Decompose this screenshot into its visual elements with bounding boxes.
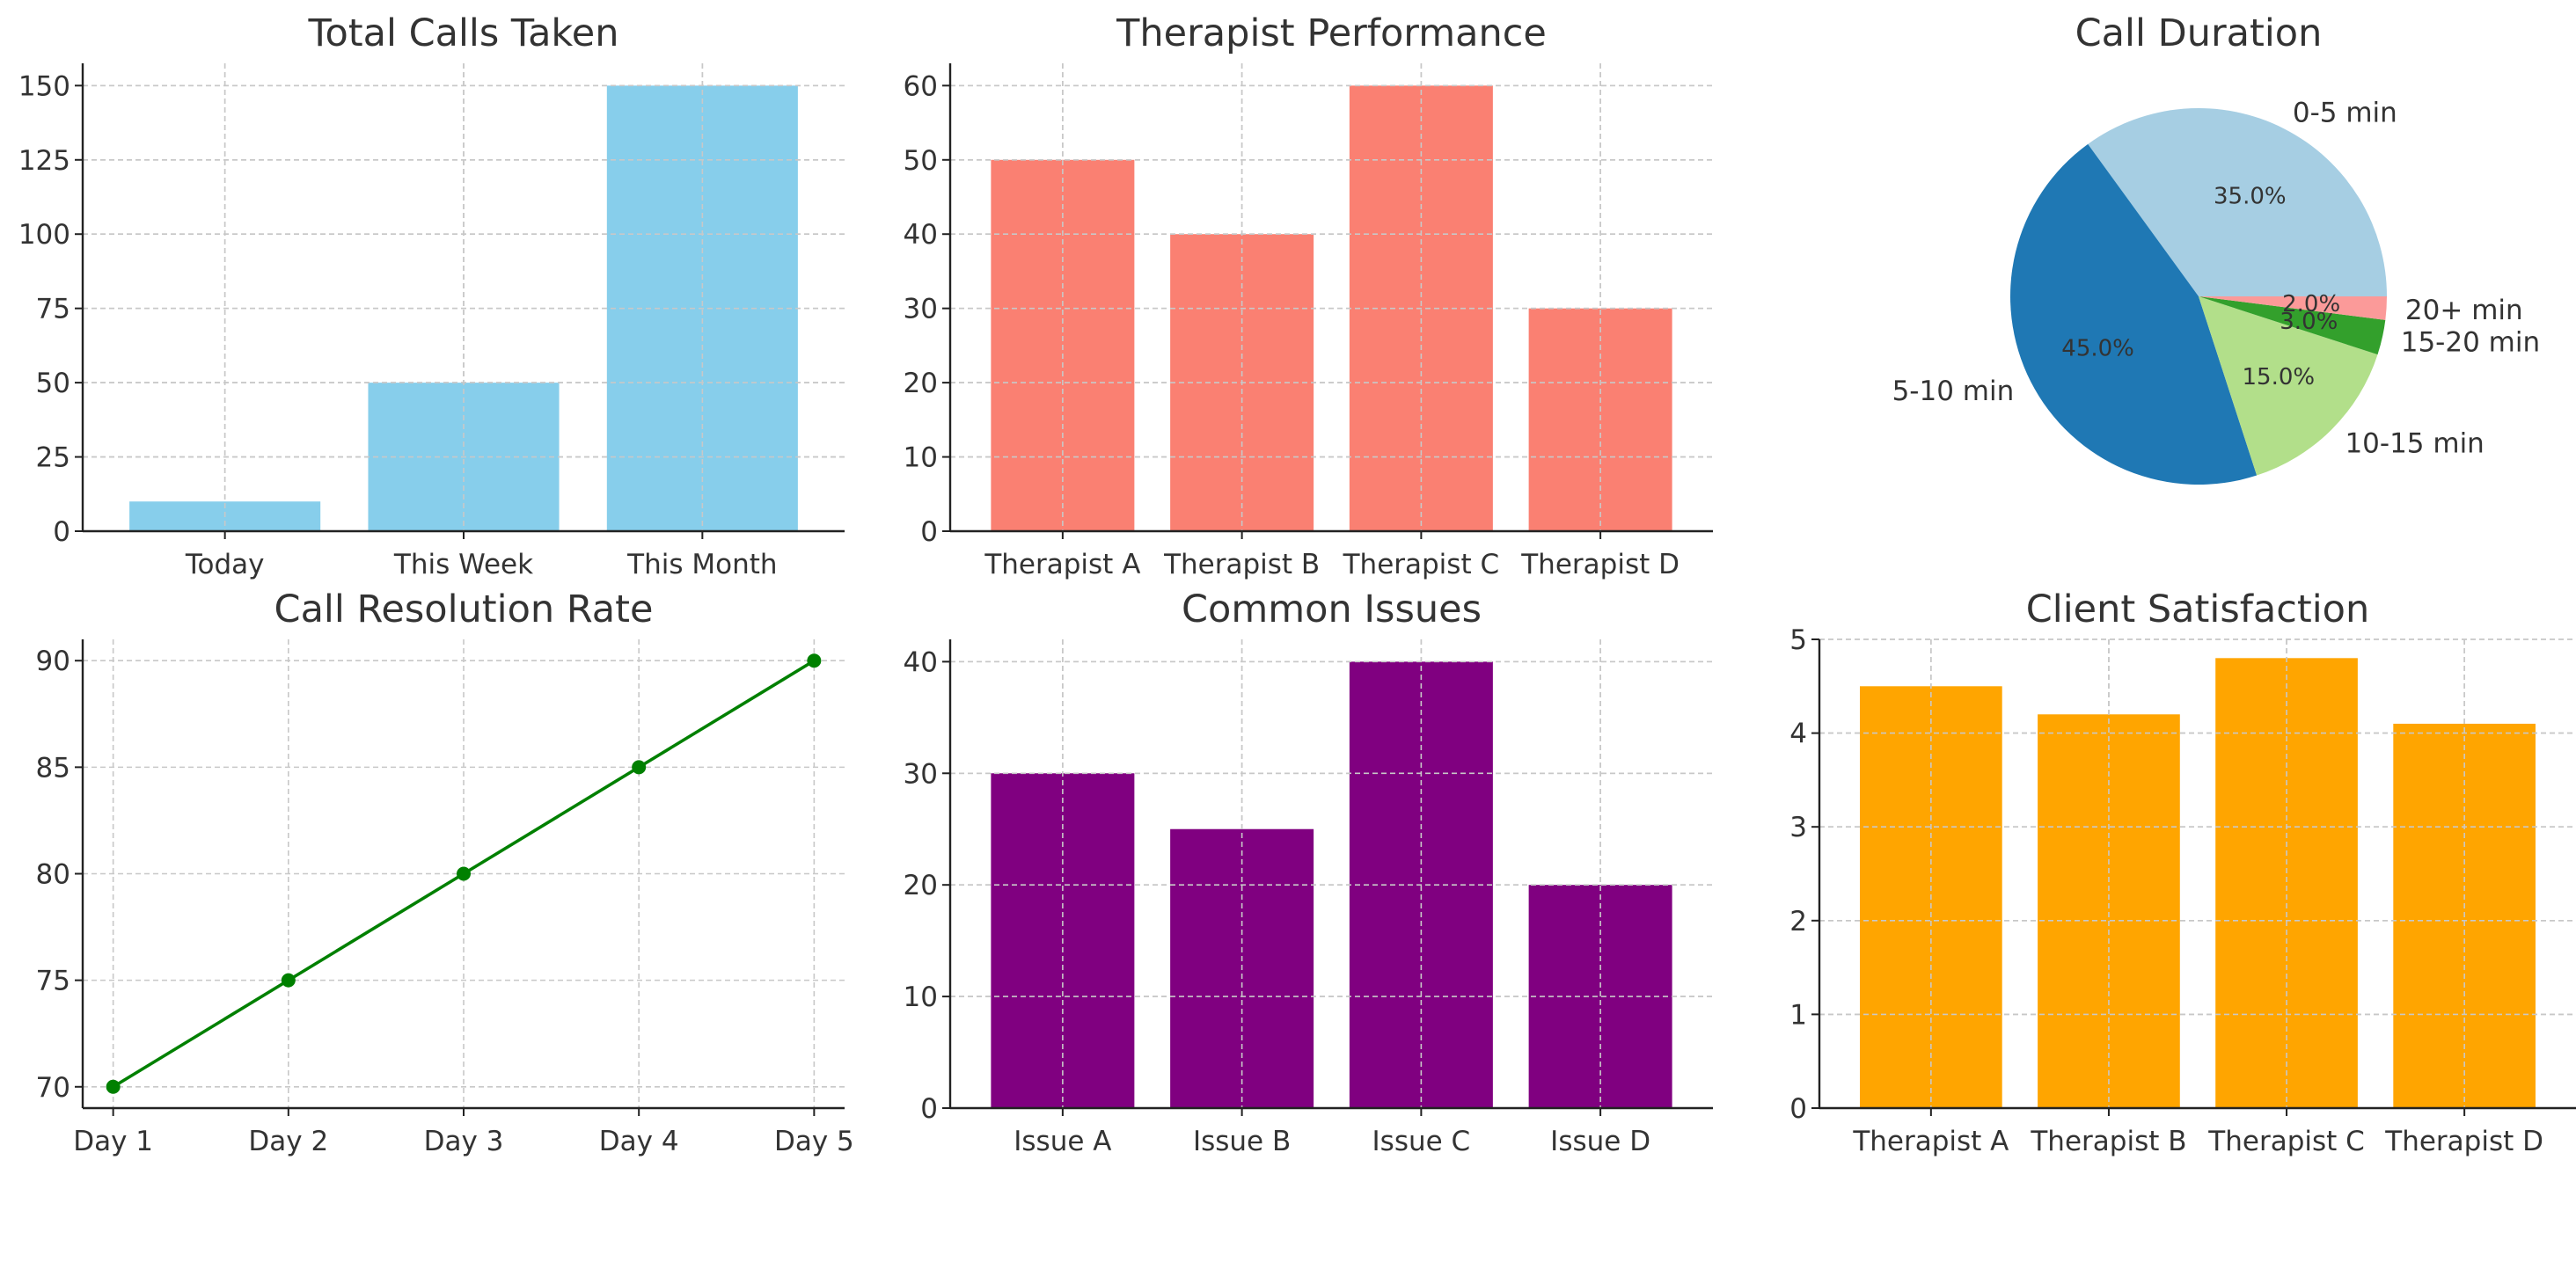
common-issues-y-tick-label: 20 bbox=[904, 870, 938, 901]
common-issues-y-tick-label: 10 bbox=[904, 981, 938, 1013]
call-resolution-rate-chart: Call Resolution Rate 70 75 80 85 90 Day 1 Day 2… bbox=[36, 587, 854, 1157]
total-calls-y-tick-label: 150 bbox=[18, 70, 70, 102]
call-duration-slice-label: 10-15 min bbox=[2345, 427, 2484, 459]
call-resolution-rate-y-tick-label: 75 bbox=[36, 966, 70, 997]
therapist-performance-x-tick-label: Therapist A bbox=[984, 549, 1140, 580]
common-issues-title: Common Issues bbox=[1182, 587, 1482, 631]
therapist-performance-y-tick-label: 20 bbox=[904, 368, 938, 399]
total-calls-x-tick-label: This Month bbox=[626, 549, 777, 580]
total-calls-y-tick-label: 75 bbox=[36, 294, 70, 325]
call-resolution-rate-point bbox=[457, 866, 471, 881]
client-satisfaction-x-tick-label: Therapist A bbox=[1852, 1126, 2009, 1157]
call-resolution-rate-x-tick-label: Day 5 bbox=[774, 1126, 854, 1157]
call-resolution-rate-y-tick-label: 80 bbox=[36, 859, 70, 891]
call-resolution-rate-x-tick-label: Day 4 bbox=[599, 1126, 679, 1157]
call-duration-pct-label: 2.0% bbox=[2282, 291, 2340, 317]
total-calls-chart: Total Calls Taken 0 25 50 75 100 125 150 Today Th… bbox=[18, 11, 845, 580]
therapist-performance-y-tick-label: 40 bbox=[904, 219, 938, 251]
therapist-performance-x-tick-label: Therapist D bbox=[1520, 549, 1680, 580]
common-issues-x-tick-label: Issue A bbox=[1014, 1126, 1111, 1157]
call-resolution-rate-y-tick-label: 90 bbox=[36, 646, 70, 677]
call-duration-pct-label: 35.0% bbox=[2214, 184, 2287, 210]
call-resolution-rate-point bbox=[106, 1079, 121, 1094]
common-issues-chart: Common Issues 0 10 20 30 40 Issue A Issue B Issu… bbox=[904, 587, 1713, 1157]
call-resolution-rate-point bbox=[281, 973, 296, 988]
call-duration-pct-label: 45.0% bbox=[2061, 335, 2134, 361]
call-duration-slice bbox=[2009, 143, 2258, 485]
call-resolution-rate-x-tick-label: Day 1 bbox=[73, 1126, 153, 1157]
call-duration-slice-label: 5-10 min bbox=[1892, 376, 2015, 407]
call-duration-title: Call Duration bbox=[2075, 11, 2323, 55]
common-issues-y-tick-label: 40 bbox=[904, 646, 938, 678]
therapist-performance-x-tick-label: Therapist C bbox=[1343, 549, 1500, 580]
therapist-performance-chart: Therapist Performance 0 10 20 30 40 50 60 Therap… bbox=[904, 11, 1713, 580]
call-resolution-rate-point bbox=[632, 760, 647, 775]
therapist-performance-y-tick-label: 50 bbox=[904, 145, 938, 177]
call-duration-slice bbox=[2199, 296, 2378, 476]
call-resolution-rate-title: Call Resolution Rate bbox=[274, 587, 654, 631]
total-calls-x-tick-label: This Week bbox=[393, 549, 533, 580]
therapist-performance-title: Therapist Performance bbox=[1116, 11, 1547, 55]
call-duration-slice bbox=[2199, 296, 2386, 355]
client-satisfaction-title: Client Satisfaction bbox=[2026, 587, 2370, 631]
call-duration-pct-label: 3.0% bbox=[2280, 309, 2338, 335]
therapist-performance-y-tick-label: 30 bbox=[904, 294, 938, 325]
client-satisfaction-x-tick-label: Therapist B bbox=[2030, 1126, 2186, 1157]
call-resolution-rate-y-tick-label: 85 bbox=[36, 752, 70, 784]
client-satisfaction-y-tick-label: 2 bbox=[1789, 906, 1807, 937]
common-issues-x-tick-label: Issue C bbox=[1372, 1126, 1471, 1157]
call-resolution-rate-x-tick-label: Day 2 bbox=[248, 1126, 328, 1157]
therapist-performance-y-tick-label: 10 bbox=[904, 442, 938, 474]
common-issues-y-tick-label: 0 bbox=[920, 1093, 938, 1125]
client-satisfaction-bar bbox=[2038, 714, 2180, 1108]
total-calls-y-tick-label: 125 bbox=[18, 145, 70, 177]
total-calls-y-tick-label: 50 bbox=[36, 368, 70, 399]
call-resolution-rate-x-tick-label: Day 3 bbox=[424, 1126, 504, 1157]
client-satisfaction-y-tick-label: 5 bbox=[1789, 624, 1807, 656]
therapist-performance-x-tick-label: Therapist B bbox=[1163, 549, 1320, 580]
call-duration-slice-label: 20+ min bbox=[2405, 295, 2523, 326]
call-resolution-rate-y-tick-label: 70 bbox=[36, 1072, 70, 1104]
total-calls-y-tick-label: 100 bbox=[18, 219, 70, 251]
therapist-performance-y-tick-label: 0 bbox=[920, 516, 938, 548]
call-duration-chart: Call Duration 0-5 min 35.0% 5-10 min 45.0% 10… bbox=[1892, 11, 2540, 485]
call-duration-slice-label: 15-20 min bbox=[2401, 326, 2540, 358]
call-duration-pct-label: 15.0% bbox=[2242, 364, 2315, 390]
call-resolution-rate-point bbox=[807, 653, 822, 668]
call-duration-slice bbox=[2199, 296, 2387, 320]
total-calls-y-tick-label: 0 bbox=[53, 516, 70, 548]
total-calls-y-tick-label: 25 bbox=[36, 442, 70, 474]
call-duration-slice bbox=[2088, 107, 2387, 296]
therapist-performance-y-tick-label: 60 bbox=[904, 70, 938, 102]
client-satisfaction-y-tick-label: 3 bbox=[1789, 812, 1807, 843]
client-satisfaction-x-tick-label: Therapist D bbox=[2384, 1126, 2543, 1157]
client-satisfaction-x-tick-label: Therapist C bbox=[2207, 1126, 2365, 1157]
total-calls-x-tick-label: Today bbox=[185, 549, 265, 580]
client-satisfaction-chart: Client Satisfaction 0 1 2 3 4 5 Therapist A Ther… bbox=[1789, 587, 2576, 1157]
call-duration-slice-label: 0-5 min bbox=[2293, 97, 2397, 128]
client-satisfaction-y-tick-label: 0 bbox=[1789, 1093, 1807, 1125]
client-satisfaction-bar bbox=[2215, 658, 2358, 1108]
client-satisfaction-y-tick-label: 4 bbox=[1789, 719, 1807, 750]
common-issues-y-tick-label: 30 bbox=[904, 758, 938, 790]
common-issues-x-tick-label: Issue D bbox=[1550, 1126, 1650, 1157]
client-satisfaction-y-tick-label: 1 bbox=[1789, 999, 1807, 1031]
common-issues-x-tick-label: Issue B bbox=[1193, 1126, 1291, 1157]
total-calls-title: Total Calls Taken bbox=[307, 11, 618, 55]
